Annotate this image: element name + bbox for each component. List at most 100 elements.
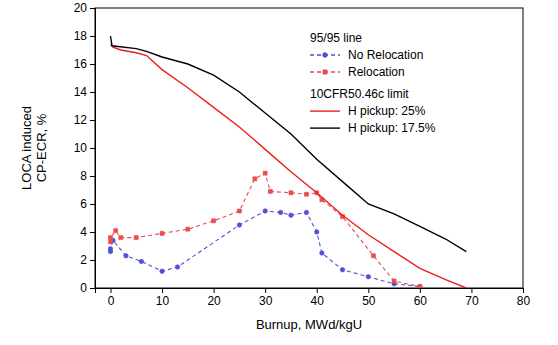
y-tick-mark [90, 204, 95, 205]
series-marker [160, 269, 165, 274]
x-tick-mark [110, 288, 111, 293]
series-marker [304, 210, 309, 215]
legend-label: H pickup: 17.5% [348, 121, 436, 135]
x-tick: 30 [259, 288, 273, 308]
y-tick-mark [90, 232, 95, 233]
y-tick-mark [90, 64, 95, 65]
y-tick-label: 10 [74, 141, 88, 155]
x-tick: 40 [311, 288, 325, 308]
y-tick-mark [90, 176, 95, 177]
x-axis: 0 10 20 30 40 50 60 70 80 [96, 288, 531, 308]
legend-entry: H pickup: 17.5% [310, 121, 436, 135]
series-marker [108, 247, 113, 252]
y-axis-title-line: LOCA induced [19, 106, 34, 190]
series-marker [114, 229, 118, 233]
legend: 95/95 line No Relocation Relocation 10CFR50… [310, 31, 436, 135]
series-marker [320, 251, 325, 256]
legend-entry: H pickup: 25% [310, 104, 426, 118]
y-tick: 16 [74, 57, 95, 71]
x-tick-mark [214, 288, 215, 293]
legend-group-title: 95/95 line [310, 31, 362, 45]
y-axis-title: LOCA inducedCP-ECR, % [19, 106, 49, 190]
x-axis-line [96, 289, 524, 294]
series-marker [418, 285, 422, 288]
series-marker [237, 209, 241, 213]
x-tick-label: 20 [207, 294, 221, 308]
series-line [110, 211, 419, 287]
series-marker [314, 230, 319, 235]
x-tick-label: 60 [414, 294, 428, 308]
series-marker [134, 236, 138, 240]
y-tick-label: 14 [74, 85, 88, 99]
x-tick-label: 80 [517, 294, 531, 308]
legend-entry: No Relocation [310, 48, 423, 62]
series-marker [289, 213, 294, 218]
y-axis-line [90, 9, 96, 289]
legend-marker [323, 53, 328, 58]
y-tick-mark [90, 260, 95, 261]
y-tick-label: 2 [80, 253, 87, 267]
series-marker [366, 275, 371, 280]
y-tick: 14 [74, 85, 95, 99]
y-tick-label: 12 [74, 113, 88, 127]
x-tick: 50 [362, 288, 376, 308]
series-marker [160, 231, 164, 235]
legend-label: H pickup: 25% [348, 104, 426, 118]
y-tick-label: 20 [74, 1, 88, 15]
series-marker [392, 279, 396, 283]
legend-swatch [310, 110, 340, 111]
chart: 0102030405060708002468101214161820Burnup… [0, 0, 558, 345]
series-marker [212, 219, 216, 223]
x-tick-mark [162, 288, 163, 293]
y-tick-label: 0 [80, 281, 87, 295]
y-tick: 8 [80, 169, 95, 183]
series-marker [304, 192, 308, 196]
legend-entry: Relocation [310, 65, 405, 79]
series-marker [253, 177, 257, 181]
x-tick: 0 [108, 288, 115, 308]
y-tick-mark [90, 120, 95, 121]
y-tick: 6 [80, 197, 95, 211]
y-tick: 12 [74, 113, 95, 127]
x-tick-label: 0 [108, 294, 115, 308]
legend-label: No Relocation [348, 48, 423, 62]
series-marker [371, 254, 375, 258]
x-tick-label: 50 [362, 294, 376, 308]
legend-marker [323, 70, 327, 74]
legend-swatch [310, 127, 340, 128]
x-tick: 10 [156, 288, 170, 308]
x-tick: 80 [517, 288, 531, 308]
series-line [110, 173, 419, 286]
y-tick-label: 8 [80, 169, 87, 183]
y-tick-label: 18 [74, 29, 88, 43]
series-line [110, 36, 466, 252]
legend-label: Relocation [348, 65, 405, 79]
y-tick-mark [90, 92, 95, 93]
series-line [110, 44, 466, 288]
series-marker [108, 236, 112, 240]
series-marker [139, 259, 144, 264]
series-marker [418, 284, 423, 288]
series-marker [124, 254, 129, 259]
series-marker [186, 227, 190, 231]
y-tick: 2 [80, 253, 95, 267]
x-tick: 70 [465, 288, 479, 308]
legend-group-title: 10CFR50.46c limit [310, 87, 409, 101]
y-tick: 0 [80, 281, 95, 295]
series-marker [263, 171, 267, 175]
series-marker [175, 265, 180, 270]
x-tick-label: 40 [311, 294, 325, 308]
plot-area [108, 36, 466, 288]
series-marker [108, 240, 112, 244]
x-tick-mark [420, 288, 421, 293]
x-tick: 60 [414, 288, 428, 308]
series-marker [263, 209, 268, 214]
series-marker [289, 191, 293, 195]
y-tick: 10 [74, 141, 95, 155]
x-tick-label: 10 [156, 294, 170, 308]
series-marker [340, 268, 345, 273]
y-tick-label: 4 [80, 225, 87, 239]
x-tick-mark [265, 288, 266, 293]
y-axis-title-line: CP-ECR, % [34, 113, 49, 182]
x-tick-mark [523, 288, 524, 293]
